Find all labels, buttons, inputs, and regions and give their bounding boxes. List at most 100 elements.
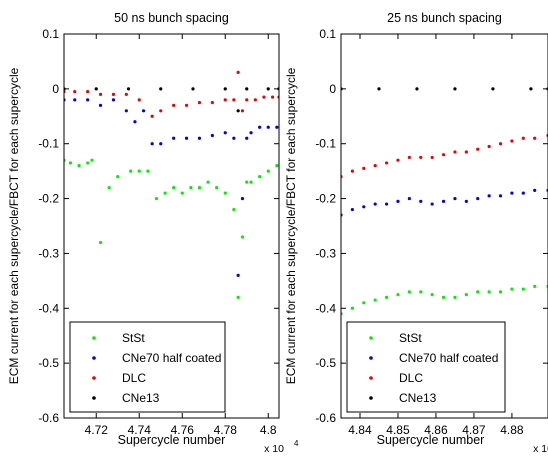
chart-panel-2: 25 ns bunch spacing ECM current for each … [284, 11, 548, 455]
x-axis-exponent-power: 4 [294, 439, 299, 448]
data-points [64, 70, 279, 299]
data-point [197, 136, 202, 140]
data-point [86, 98, 90, 102]
data-point [266, 169, 270, 173]
data-point [476, 147, 480, 151]
data-point [487, 194, 491, 198]
data-point [90, 158, 94, 162]
data-point [510, 287, 514, 291]
legend-label: StSt [122, 331, 145, 345]
data-point [533, 188, 537, 192]
legend-marker [369, 356, 373, 360]
data-point [94, 87, 98, 91]
data-point [464, 292, 468, 297]
data-point [476, 290, 480, 294]
data-point [521, 136, 525, 140]
y-tick-label: -0.3 [315, 246, 336, 260]
data-point [172, 136, 176, 140]
data-point [245, 87, 249, 91]
data-point [253, 98, 257, 102]
y-tick-label: -0.2 [315, 192, 336, 206]
data-point [163, 191, 167, 195]
data-point [529, 87, 533, 91]
data-point [377, 87, 381, 91]
data-point [223, 191, 227, 195]
legend-entry: CNe70 half coated [92, 351, 221, 365]
data-point [141, 109, 146, 113]
data-point [223, 87, 227, 91]
chart-title: 50 ns bunch spacing [114, 11, 229, 25]
data-point [270, 95, 275, 99]
y-tick-label: 0 [329, 82, 336, 96]
data-point [137, 169, 141, 173]
data-point [137, 98, 141, 102]
data-point [184, 103, 189, 107]
legend-label: DLC [399, 371, 423, 385]
data-point [206, 180, 210, 184]
x-axis-exponent: x 10 [264, 443, 284, 455]
chart-panel-1: 50 ns bunch spacing ECM current for each … [7, 11, 299, 455]
data-point [146, 169, 150, 173]
y-axis-label: ECM current for each supercycle/FBCT for… [284, 67, 298, 384]
data-point [396, 199, 400, 203]
data-point [487, 290, 491, 294]
data-point [77, 164, 81, 168]
y-tick-label: -0.4 [315, 301, 336, 315]
data-point [150, 114, 154, 118]
legend-label: CNe13 [122, 391, 160, 405]
x-tick-label: 4.87 [462, 423, 486, 437]
data-point [419, 199, 423, 203]
data-point [521, 287, 525, 291]
legend: StSt CNe70 half coated DLC CNe13 [346, 321, 506, 413]
data-point [189, 186, 193, 190]
legend-entry: StSt [369, 331, 422, 345]
x-tick-label: 4.8 [260, 423, 277, 437]
data-point [430, 202, 434, 206]
x-axis-label: Supercycle number [118, 433, 226, 447]
data-point [521, 191, 525, 195]
legend-marker [369, 376, 373, 380]
data-point [498, 142, 503, 146]
data-point [68, 161, 73, 165]
data-point [159, 109, 163, 113]
series-stst [64, 158, 279, 299]
data-point [266, 125, 270, 129]
data-point [491, 87, 495, 91]
data-point [407, 196, 411, 201]
data-point [258, 175, 262, 179]
data-point [373, 202, 377, 206]
y-tick-label: -0.6 [315, 411, 336, 425]
legend-entry: DLC [92, 371, 146, 385]
series-cne70-half-coated [64, 98, 279, 277]
data-point [373, 164, 377, 168]
data-point [464, 150, 468, 154]
data-point [350, 306, 354, 310]
data-point [126, 87, 131, 91]
data-point [249, 180, 253, 184]
data-point [396, 292, 400, 297]
axes-box [63, 33, 280, 419]
data-point [124, 92, 128, 96]
legend-entry: CNe13 [369, 391, 437, 405]
data-point [232, 136, 236, 140]
data-point [419, 155, 423, 160]
data-point [124, 109, 128, 113]
data-point [98, 240, 103, 245]
data-point [275, 125, 279, 129]
data-point [453, 87, 457, 91]
data-point [275, 164, 279, 168]
y-tick-label: 0.1 [319, 27, 336, 41]
data-point [73, 98, 77, 102]
data-point [384, 295, 389, 299]
data-point [172, 103, 176, 107]
data-point [240, 235, 245, 239]
legend-marker [92, 356, 96, 360]
data-point [210, 133, 214, 138]
chart-title: 25 ns bunch spacing [387, 11, 502, 25]
data-point [159, 87, 163, 91]
data-point [510, 191, 514, 195]
data-point [111, 98, 116, 102]
data-point [223, 131, 227, 135]
data-point [223, 98, 227, 102]
data-point [116, 175, 120, 179]
